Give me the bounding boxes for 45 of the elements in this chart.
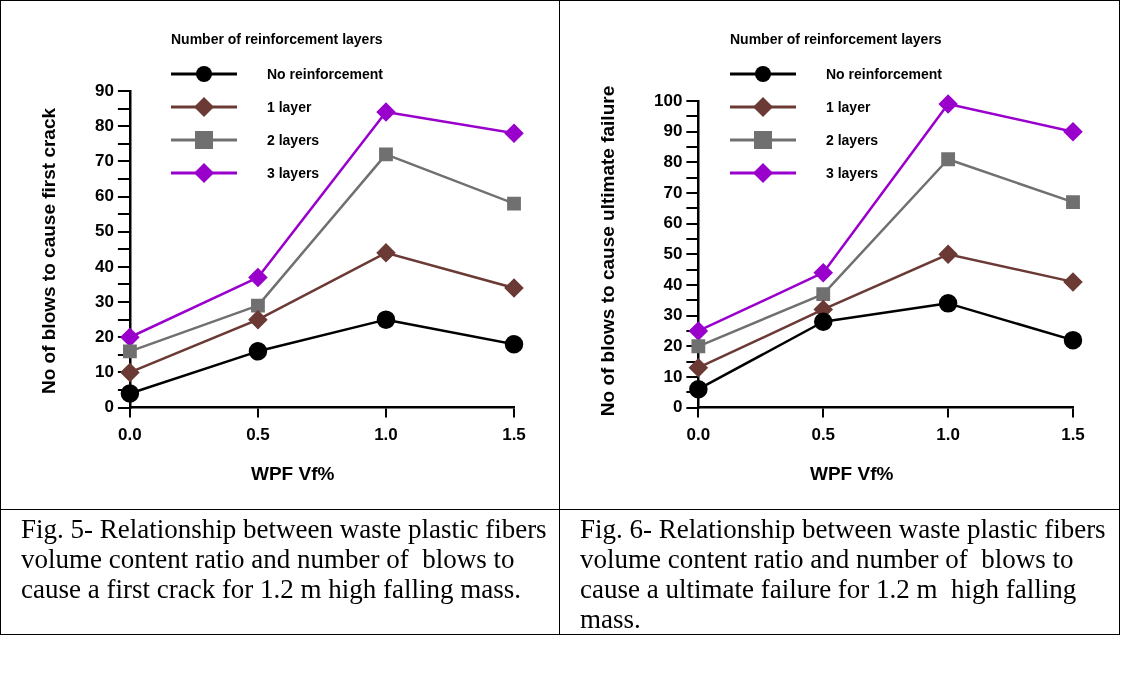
caption: Fig. 6- Relationship between waste plastic fibers volume content ratio and number of blows to cause a ultimate failure for 1.2 m high falling mass. (579, 513, 1107, 634)
y-tick-label: 100 (653, 90, 683, 110)
y-tick-label: 30 (94, 291, 114, 311)
y-tick-label: 0 (672, 397, 683, 417)
x-axis-title: WPF Vf% (251, 463, 335, 485)
y-tick-label: 10 (663, 366, 683, 386)
y-tick-label: 80 (94, 115, 114, 135)
legend-label: 1 layer (267, 98, 312, 115)
x-tick-label: 1.5 (1061, 425, 1085, 445)
y-tick-label: 10 (94, 362, 114, 382)
y-tick-label: 30 (663, 305, 683, 325)
y-tick-label: 90 (94, 80, 114, 100)
y-axis-title: No of blows to cause ultimate failure (597, 85, 619, 417)
y-tick-label: 40 (94, 256, 114, 276)
legend-label: 3 layers (267, 164, 320, 181)
caption: Fig. 5- Relationship between waste plastic fibers volume content ratio and number of blows to cause a first crack for 1.2 m high falling mass. (20, 513, 548, 604)
x-tick-label: 1.5 (502, 425, 526, 445)
y-tick-label: 0 (104, 397, 114, 417)
y-tick-label: 80 (663, 152, 683, 172)
x-axis-title: WPF Vf% (810, 463, 894, 485)
y-tick-label: 70 (663, 182, 683, 202)
y-axis-title: No of blows to cause first crack (38, 107, 60, 395)
y-tick-label: 50 (663, 243, 683, 263)
legend-title: Number of reinforcement layers (730, 31, 942, 47)
legend-title: Number of reinforcement layers (171, 31, 383, 47)
legend-label: 1 layer (826, 98, 871, 115)
y-tick-label: 50 (94, 221, 114, 241)
x-tick-label: 1.0 (374, 425, 398, 445)
y-tick-label: 40 (663, 274, 683, 294)
y-tick-label: 60 (663, 213, 683, 233)
legend-label: No reinforcement (267, 65, 383, 82)
x-tick-label: 0.0 (118, 425, 142, 445)
y-tick-label: 60 (94, 186, 114, 206)
x-tick-label: 0.5 (246, 425, 270, 445)
y-tick-label: 20 (663, 335, 683, 355)
legend-label: 2 layers (826, 131, 879, 148)
y-tick-label: 20 (94, 326, 114, 346)
x-tick-label: 0.0 (686, 425, 711, 445)
legend-label: No reinforcement (826, 65, 942, 82)
x-tick-label: 1.0 (936, 425, 960, 445)
legend-label: 2 layers (267, 131, 320, 148)
x-tick-label: 0.5 (811, 425, 836, 445)
y-tick-label: 90 (663, 121, 683, 141)
y-tick-label: 70 (94, 151, 114, 171)
legend-label: 3 layers (826, 164, 879, 181)
